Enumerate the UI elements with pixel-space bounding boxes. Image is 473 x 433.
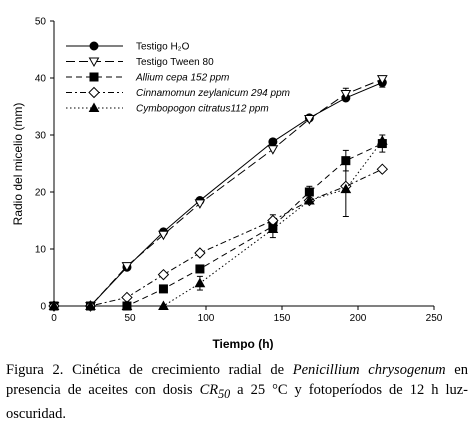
data-point bbox=[158, 284, 168, 294]
caption-text-3: a 25 °C y fotoperíodos de 12 h luz-oscur… bbox=[6, 382, 468, 422]
x-tick-label: 100 bbox=[198, 313, 215, 324]
y-tick-label: 10 bbox=[35, 245, 47, 256]
x-tick-label: 50 bbox=[124, 313, 136, 324]
data-point bbox=[158, 300, 169, 310]
legend-marker bbox=[89, 41, 99, 51]
data-point bbox=[340, 183, 352, 194]
x-tick-label: 250 bbox=[426, 313, 443, 324]
data-point bbox=[194, 199, 206, 209]
data-point bbox=[195, 264, 205, 274]
data-point bbox=[304, 195, 315, 205]
series-line-3 bbox=[54, 143, 383, 307]
x-axis-label: Tiempo (h) bbox=[212, 337, 273, 350]
y-axis-label: Radio del micelio (mm) bbox=[11, 103, 25, 226]
series-line-1 bbox=[54, 82, 383, 307]
caption-dose-label: CR bbox=[199, 382, 219, 398]
data-point bbox=[268, 137, 278, 147]
legend-marker bbox=[89, 72, 99, 82]
caption-text-2: en presencia de aceites con dosis bbox=[6, 362, 468, 398]
data-point bbox=[376, 163, 389, 175]
series-line-5 bbox=[54, 140, 383, 307]
data-point bbox=[376, 135, 388, 145]
data-point bbox=[267, 223, 279, 234]
y-tick-label: 40 bbox=[35, 74, 47, 85]
data-point bbox=[194, 247, 206, 259]
data-point bbox=[376, 75, 388, 85]
data-point bbox=[48, 300, 60, 310]
data-point bbox=[194, 277, 206, 288]
caption-dose-subscript: 50 bbox=[218, 386, 231, 401]
axes: 0 50 100 150 200 250 0 10 20 30 40 50 bbox=[35, 17, 443, 325]
data-point bbox=[341, 156, 351, 166]
x-tick-label: 200 bbox=[350, 313, 367, 324]
y-tick-label: 50 bbox=[35, 17, 47, 28]
series-layer bbox=[48, 75, 389, 312]
legend-label: Testigo Tween 80 bbox=[136, 57, 214, 68]
data-point bbox=[158, 230, 169, 241]
legend-marker bbox=[88, 86, 100, 99]
caption-text-1: Figura 2. Cinética de crecimiento radial… bbox=[6, 362, 293, 378]
data-point bbox=[340, 89, 352, 100]
legend-label: Cinnamomun zeylanicum 294 ppm bbox=[136, 88, 290, 99]
legend-marker bbox=[88, 102, 100, 112]
legend-label: Allium cepa 152 ppm bbox=[135, 73, 229, 84]
legend: Testigo H₂O Testigo Tween 80 Allium cepa 1… bbox=[66, 41, 290, 115]
x-tick-label: 150 bbox=[274, 313, 291, 324]
data-point bbox=[121, 262, 133, 272]
y-tick-label: 30 bbox=[35, 131, 47, 142]
legend-label: Cymbopogon citratus112 ppm bbox=[136, 104, 269, 115]
data-point bbox=[121, 300, 133, 310]
data-point bbox=[304, 115, 315, 125]
figure-caption: Figura 2. Cinética de crecimiento radial… bbox=[6, 360, 468, 424]
x-tick-label: 0 bbox=[51, 313, 57, 324]
data-point bbox=[304, 187, 314, 197]
caption-species: Penicillium chrysogenum bbox=[292, 362, 446, 378]
y-tick-label: 0 bbox=[40, 302, 46, 313]
y-tick-label: 20 bbox=[35, 188, 47, 199]
legend-marker bbox=[88, 57, 100, 68]
data-point bbox=[157, 268, 170, 281]
data-point bbox=[267, 145, 279, 155]
legend-label: Testigo H₂O bbox=[136, 42, 190, 53]
data-point bbox=[85, 300, 96, 310]
